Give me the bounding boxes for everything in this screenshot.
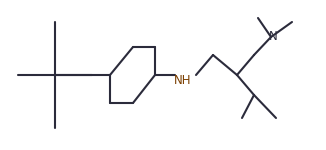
Text: NH: NH: [174, 74, 192, 87]
Text: N: N: [269, 30, 277, 44]
